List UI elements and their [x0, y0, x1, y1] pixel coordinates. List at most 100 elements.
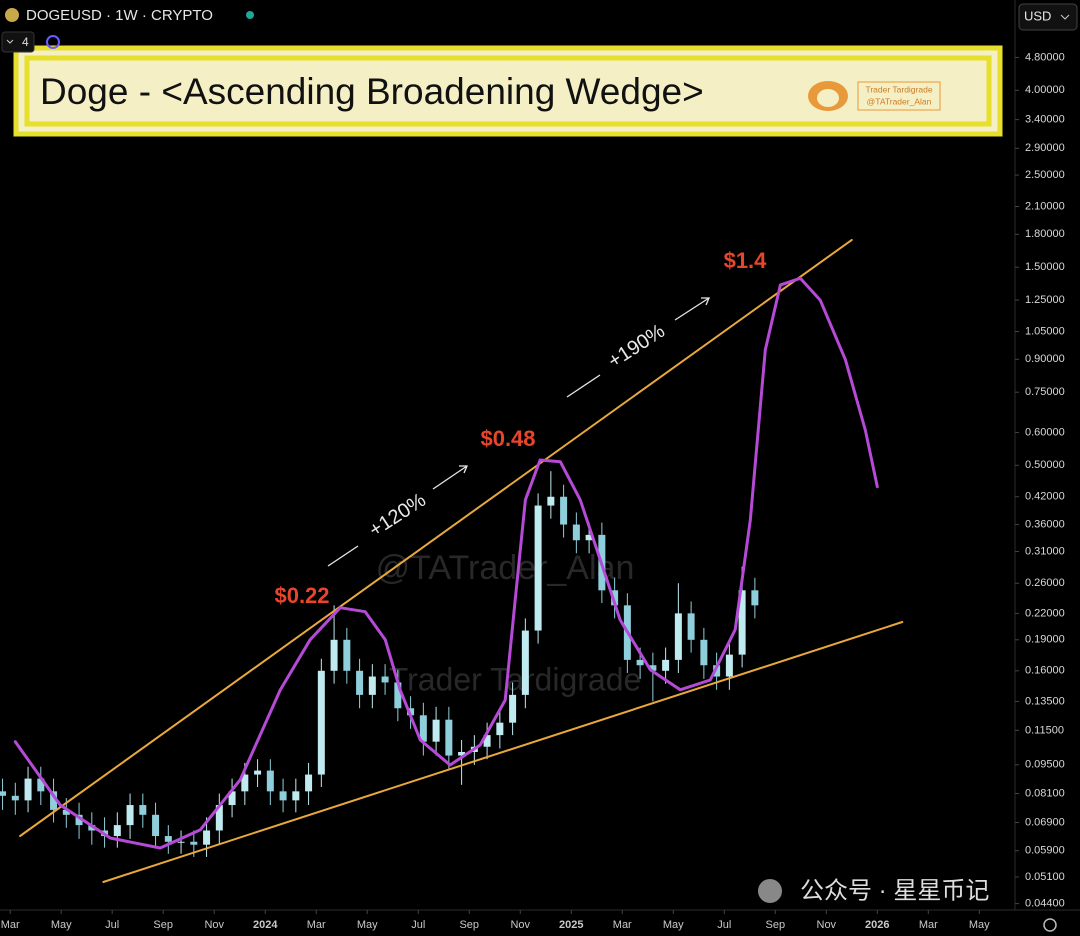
candle-body — [292, 791, 300, 801]
indicator-toggle[interactable] — [1, 31, 35, 53]
y-tick-label: 0.31000 — [1025, 545, 1065, 557]
indicator-count: 4 — [22, 35, 29, 49]
x-tick-label: May — [663, 919, 684, 931]
x-tick-label: Jul — [717, 919, 731, 931]
annotation: $0.48 — [480, 426, 535, 451]
footer-text: 公众号 · 星星币记 — [800, 877, 989, 904]
trend-line — [102, 621, 904, 883]
y-tick-label: 0.22000 — [1025, 607, 1065, 619]
y-tick-label: 0.08100 — [1025, 787, 1065, 799]
x-tick-label: Jul — [411, 919, 425, 931]
candle-body — [419, 715, 427, 742]
x-tick-label: May — [357, 919, 378, 931]
candle-body — [241, 774, 249, 792]
y-tick-label: 4.00000 — [1025, 84, 1065, 96]
candle-body — [636, 659, 644, 666]
y-tick-label: 0.05900 — [1025, 845, 1065, 857]
logo: Trader Tardigrade @TATrader_Alan — [808, 81, 941, 111]
candle-body — [611, 590, 619, 606]
x-tick-label: Mar — [1, 919, 20, 931]
annotation: $1.4 — [724, 248, 768, 273]
candle-body — [356, 670, 364, 695]
x-tick-label: Mar — [919, 919, 938, 931]
wechat-icon — [758, 879, 782, 903]
trend-line — [19, 238, 853, 837]
annotation: +120% — [365, 489, 430, 542]
y-tick-label: 1.80000 — [1025, 228, 1065, 240]
candle-body — [215, 805, 223, 831]
y-tick-label: 1.25000 — [1025, 294, 1065, 306]
price-axis-bg — [1015, 0, 1080, 936]
chevron — [6, 39, 14, 44]
banner-inner — [24, 55, 992, 127]
candle-body — [228, 791, 236, 806]
y-tick-label: 0.11500 — [1025, 724, 1064, 736]
candle-body — [509, 694, 517, 723]
y-tick-label: 0.26000 — [1025, 577, 1065, 589]
y-tick-label: 0.90000 — [1025, 353, 1065, 365]
y-tick-label: 2.90000 — [1025, 142, 1065, 154]
candle-body — [381, 676, 389, 683]
candle-body — [0, 791, 7, 796]
currency-select[interactable] — [1018, 3, 1078, 31]
y-tick-label: 0.19000 — [1025, 634, 1065, 646]
y-tick-label: 1.05000 — [1025, 325, 1065, 337]
candle-body — [725, 654, 733, 677]
logo-handle: @TATrader_Alan — [867, 96, 932, 106]
plot — [0, 238, 904, 883]
candle-body — [534, 505, 542, 631]
projection-curve — [13, 276, 879, 850]
status-dot — [246, 11, 254, 19]
y-tick-label: 0.42000 — [1025, 491, 1065, 503]
candle-body — [496, 722, 504, 736]
x-tick-label: Sep — [459, 919, 479, 931]
x-tick-label: May — [51, 919, 72, 931]
y-tick-label: 0.13500 — [1025, 695, 1065, 707]
candle-body — [560, 496, 568, 525]
y-tick-label: 2.50000 — [1025, 169, 1065, 181]
candle-body — [662, 659, 670, 671]
annotation: +190% — [604, 320, 669, 373]
sync-icon[interactable] — [46, 35, 60, 49]
x-tick-label: Mar — [613, 919, 632, 931]
x-tick-label: 2026 — [865, 919, 889, 931]
x-tick-label: Sep — [765, 919, 785, 931]
candle-body — [113, 825, 121, 837]
candle-body — [738, 590, 746, 655]
candle-body — [432, 719, 440, 742]
x-tick-label: Jul — [105, 919, 119, 931]
y-tick-label: 0.09500 — [1025, 759, 1065, 771]
candle-body — [24, 778, 32, 801]
y-tick-label: 0.04400 — [1025, 898, 1065, 910]
candle-body — [572, 524, 580, 541]
symbol[interactable]: DOGEUSD · 1W · CRYPTO — [26, 7, 213, 24]
x-tick-label: Sep — [153, 919, 173, 931]
candle-body — [483, 735, 491, 747]
candle-body — [585, 534, 593, 541]
candle-body — [62, 809, 70, 815]
candle-body — [700, 639, 708, 666]
candle-body — [88, 825, 96, 831]
candle-body — [547, 496, 555, 506]
candle-body — [126, 805, 134, 826]
candle-body — [152, 814, 160, 837]
x-tick-label: 2025 — [559, 919, 583, 931]
x-tick-label: Nov — [510, 919, 530, 931]
candle-body — [649, 665, 657, 671]
y-tick-label: 0.16000 — [1025, 665, 1065, 677]
candle-body — [674, 613, 682, 660]
x-tick-label: Nov — [204, 919, 224, 931]
candle-body — [394, 682, 402, 709]
x-tick-label: May — [969, 919, 990, 931]
y-tick-label: 3.40000 — [1025, 114, 1065, 126]
candle-body — [75, 814, 83, 826]
y-tick-label: 0.50000 — [1025, 459, 1065, 471]
candle-body — [139, 805, 147, 815]
candle-body — [203, 830, 211, 845]
y-tick-label: 0.60000 — [1025, 426, 1065, 438]
y-tick-label: 0.75000 — [1025, 386, 1065, 398]
candle-body — [521, 630, 529, 695]
settings-icon[interactable] — [1043, 918, 1057, 932]
